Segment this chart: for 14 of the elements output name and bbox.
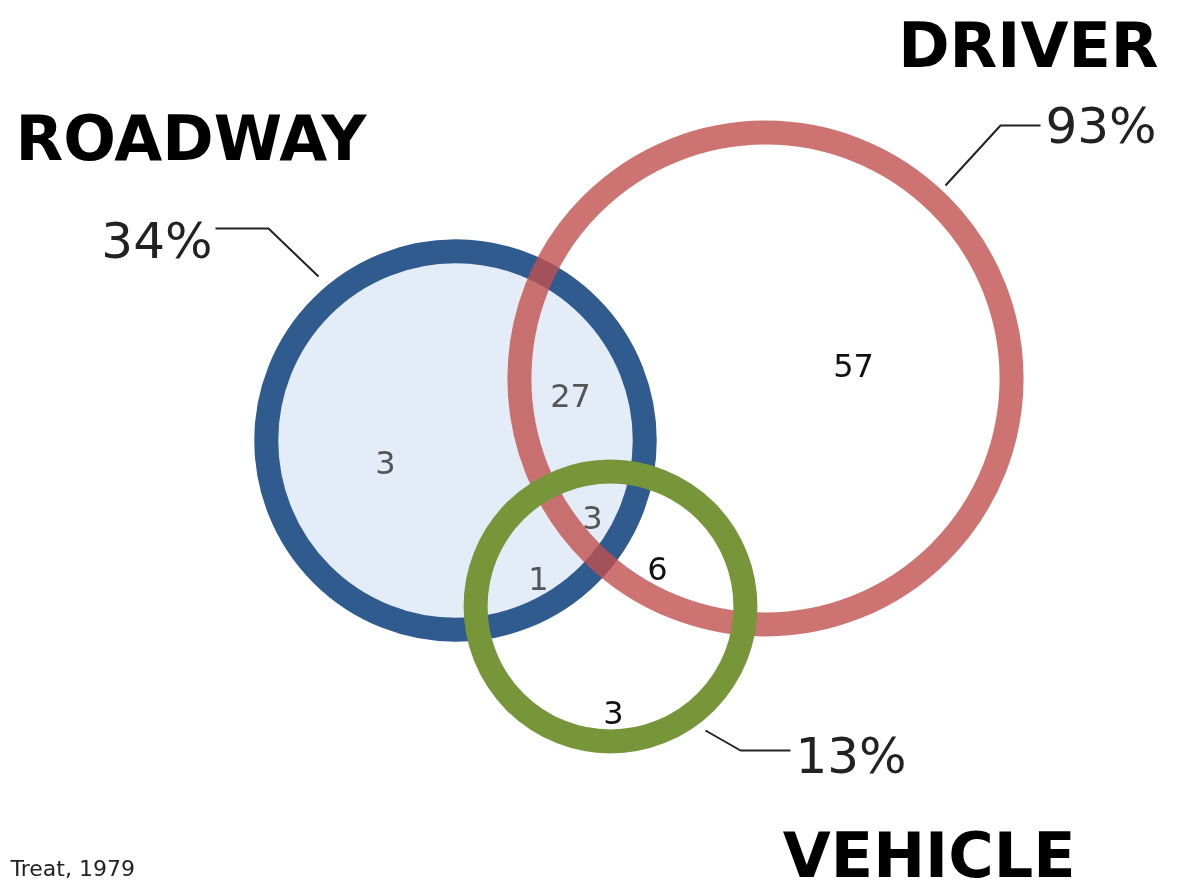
- text: 57: [833, 347, 874, 385]
- data-label: 13%: [795, 726, 907, 785]
- category-label: VEHICLE: [782, 819, 1076, 885]
- text: 27: [550, 377, 591, 415]
- data-label: 93%: [1045, 96, 1157, 155]
- text: 1: [528, 560, 549, 598]
- category-label: ROADWAY: [15, 102, 368, 175]
- text: 3: [582, 499, 603, 537]
- text: 3: [375, 444, 396, 482]
- text: 6: [647, 550, 668, 588]
- category-label: DRIVER: [898, 9, 1159, 82]
- text: Treat, 1979: [9, 856, 135, 881]
- data-label: 34%: [101, 211, 213, 270]
- text: 3: [603, 694, 624, 732]
